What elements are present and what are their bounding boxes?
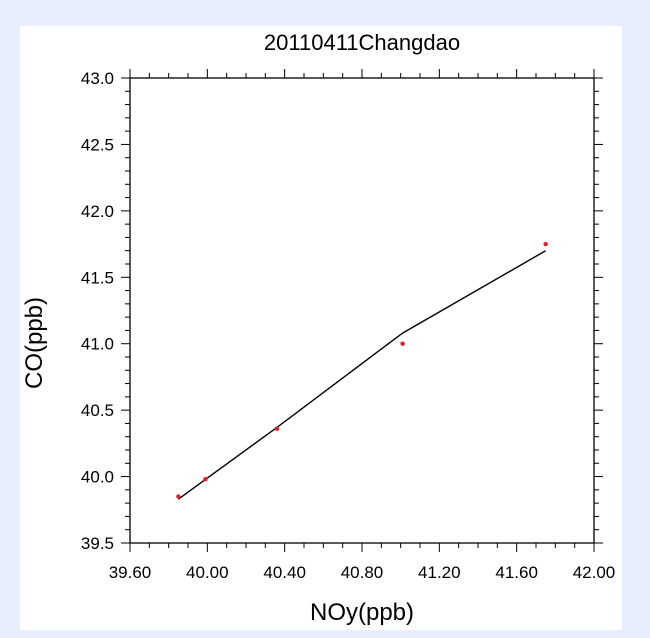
y-tick-label: 42.5 [81, 135, 114, 154]
x-tick-label: 40.80 [341, 563, 384, 582]
x-tick-label: 40.40 [263, 563, 306, 582]
y-tick-label: 40.5 [81, 401, 114, 420]
data-point [203, 477, 208, 482]
y-tick-label: 40.0 [81, 468, 114, 487]
y-tick-label: 41.0 [81, 335, 114, 354]
y-tick-label: 39.5 [81, 534, 114, 553]
scatter-chart: 20110411Changdao NOy(ppb) CO(ppb) 39.60 4… [21, 30, 615, 626]
x-tick-label: 41.60 [495, 563, 538, 582]
x-tick-label: 39.60 [109, 563, 152, 582]
y-tick-label: 43.0 [81, 69, 114, 88]
chart-figure: 20110411Changdao NOy(ppb) CO(ppb) 39.60 4… [20, 26, 622, 630]
x-axis-label: NOy(ppb) [310, 599, 414, 626]
data-point [400, 341, 405, 346]
data-point [274, 426, 280, 431]
y-tick-label: 42.0 [81, 202, 114, 221]
x-tick-label: 42.00 [573, 563, 616, 582]
plot-frame [129, 77, 595, 544]
data-point [176, 494, 181, 499]
chart-title: 20110411Changdao [264, 30, 460, 55]
fit-line [177, 250, 547, 500]
x-tick-label: 40.00 [186, 563, 229, 582]
y-tick-label: 41.5 [81, 268, 114, 287]
y-axis-label: CO(ppb) [21, 297, 48, 389]
x-tick-label: 41.20 [418, 563, 461, 582]
data-point [543, 241, 548, 247]
plot-area: 39.60 40.00 40.40 40.80 41.20 41.60 42.00 39.5 4… [81, 69, 615, 582]
